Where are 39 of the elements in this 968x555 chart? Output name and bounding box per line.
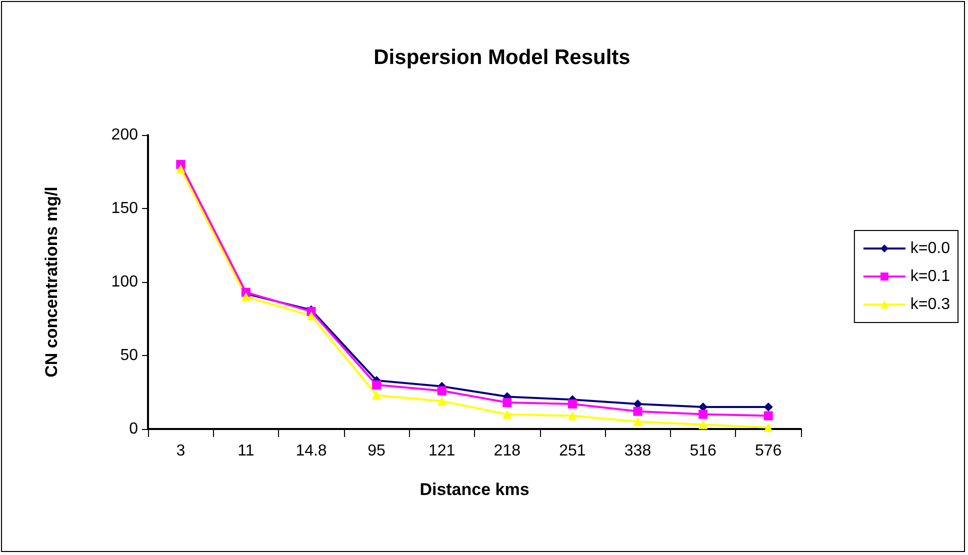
point — [437, 386, 446, 396]
legend-label: k=0.0 — [910, 240, 950, 257]
point — [568, 400, 577, 409]
x-tick-label: 576 — [755, 442, 782, 460]
x-tick-label: 516 — [690, 442, 716, 460]
y-axis-title: CN concentrations mg/l — [42, 186, 61, 378]
point — [633, 406, 642, 416]
point — [764, 411, 773, 420]
point — [372, 390, 382, 400]
point — [306, 311, 316, 320]
x-tick-label: 95 — [368, 442, 386, 460]
x-tick-label: 11 — [238, 442, 254, 460]
x-tick-label: 218 — [494, 442, 521, 460]
x-tick-label: 121 — [428, 442, 456, 460]
y-tick-label: 150 — [111, 200, 138, 217]
x-axis-title: Distance kms — [420, 480, 530, 499]
point — [502, 410, 512, 419]
chart-title: Dispersion Model Results — [374, 46, 630, 69]
point — [502, 398, 512, 408]
legend-label: k=0.1 — [910, 268, 950, 285]
point — [176, 164, 186, 174]
point — [568, 411, 577, 420]
point — [241, 292, 250, 302]
point — [698, 420, 708, 430]
point — [764, 423, 773, 432]
x-tick-label: 338 — [624, 442, 652, 460]
x-tick-label: 14.8 — [296, 442, 327, 460]
point — [698, 410, 708, 419]
x-tick-label: 251 — [559, 442, 586, 460]
y-tick-label: 0 — [129, 420, 138, 438]
point — [633, 417, 642, 426]
legend-label: k=0.3 — [910, 296, 950, 313]
point — [437, 396, 446, 406]
y-tick-label: 100 — [111, 274, 138, 290]
x-tick-label: 3 — [176, 442, 186, 460]
point — [764, 402, 773, 412]
y-tick-label: 200 — [111, 126, 138, 144]
point — [372, 380, 382, 390]
y-tick-label: 50 — [120, 347, 138, 364]
